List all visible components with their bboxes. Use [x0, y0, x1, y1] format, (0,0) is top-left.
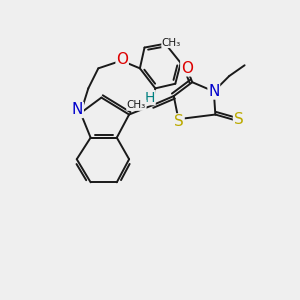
- Text: S: S: [174, 114, 184, 129]
- Text: O: O: [116, 52, 128, 68]
- Text: H: H: [145, 91, 155, 105]
- Text: S: S: [234, 112, 243, 128]
- Text: N: N: [72, 102, 83, 117]
- Text: CH₃: CH₃: [162, 38, 181, 47]
- Text: CH₃: CH₃: [127, 100, 146, 110]
- Text: N: N: [208, 84, 220, 99]
- Text: O: O: [181, 61, 193, 76]
